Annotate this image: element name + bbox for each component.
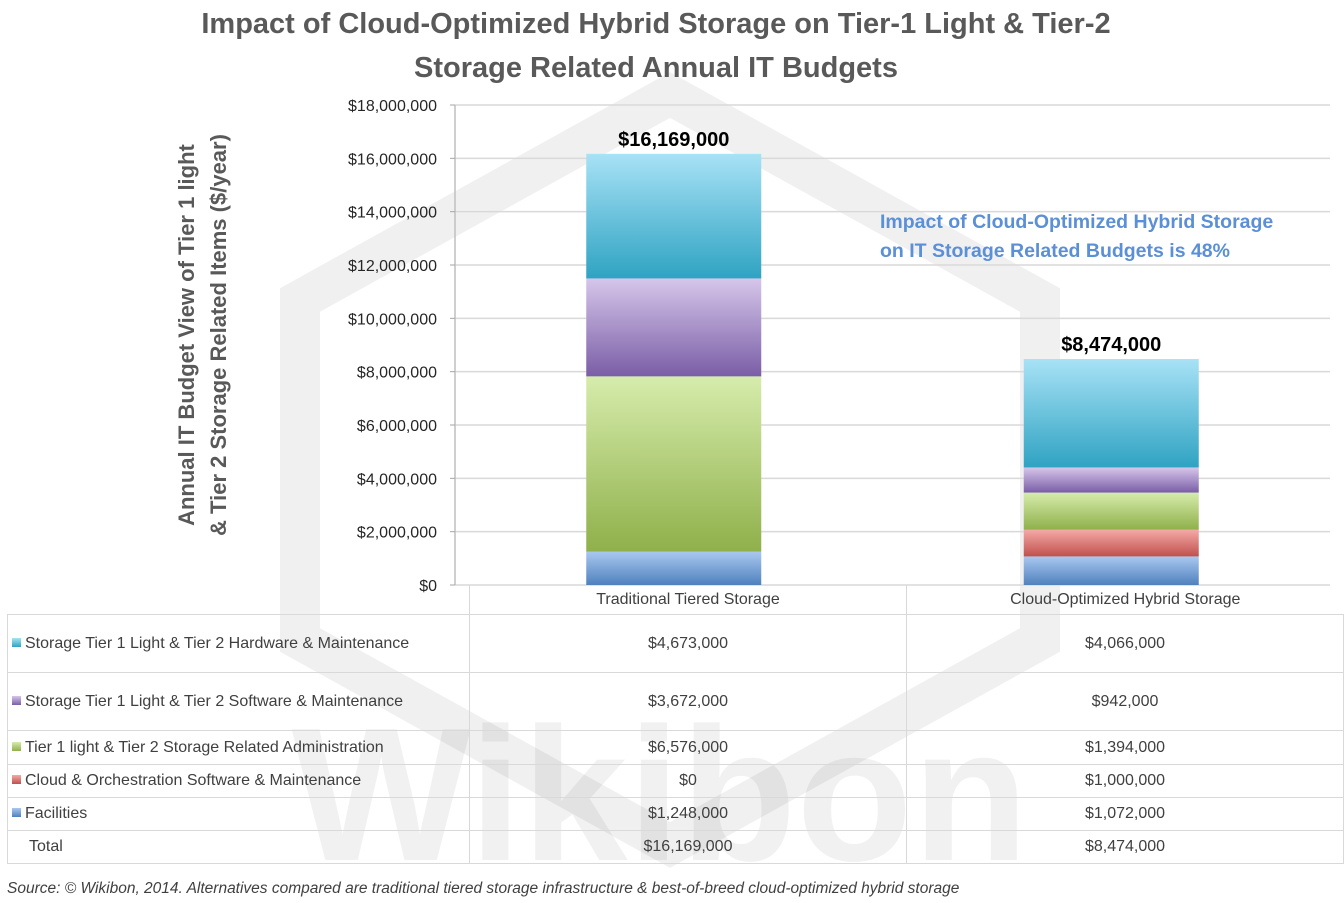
bar-segment <box>1023 556 1199 585</box>
y-tick-label: $16,000,000 <box>348 151 437 168</box>
total-data-label: $8,474,000 <box>1061 334 1161 356</box>
y-tick-label: $0 <box>419 578 437 595</box>
y-tick-label: $14,000,000 <box>348 205 437 222</box>
value-cell: $942,000 <box>906 672 1344 731</box>
value-cell: $1,072,000 <box>906 797 1344 831</box>
series-legend-cell: Storage Tier 1 Light & Tier 2 Software &… <box>7 672 470 731</box>
data-table: Traditional Tiered Storage Cloud-Optimize… <box>7 585 1344 864</box>
total-data-label: $16,169,000 <box>618 129 729 151</box>
value-cell: $0 <box>469 764 907 798</box>
series-legend-cell: Facilities <box>7 797 470 831</box>
blank-cell <box>8 585 470 615</box>
legend-key <box>12 637 21 647</box>
bar-segment <box>1023 467 1199 493</box>
bar-segment <box>586 376 762 552</box>
y-tick-label: $2,000,000 <box>357 525 437 542</box>
value-cell: $6,576,000 <box>469 730 907 765</box>
y-tick-label: $6,000,000 <box>357 418 437 435</box>
chart-title: Impact of Cloud-Optimized Hybrid Storage… <box>0 2 1312 90</box>
total-row: Total $16,169,000 $8,474,000 <box>7 830 1344 864</box>
table-row: Storage Tier 1 Light & Tier 2 Hardware &… <box>7 614 1344 673</box>
value-cell: $4,673,000 <box>469 614 907 673</box>
y-tick-label: $12,000,000 <box>348 258 437 275</box>
bar-segment <box>1023 359 1199 468</box>
legend-key <box>12 741 21 751</box>
source-note: Source: © Wikibon, 2014. Alternatives co… <box>7 880 960 897</box>
bar-segment <box>586 551 762 585</box>
category-label: Traditional Tiered Storage <box>469 585 907 615</box>
series-legend-cell: Cloud & Orchestration Software & Mainten… <box>7 764 470 798</box>
chart-title-line: Storage Related Annual IT Budgets <box>414 52 898 84</box>
y-tick-label: $10,000,000 <box>348 311 437 328</box>
value-cell: $1,000,000 <box>906 764 1344 798</box>
bar-segment <box>586 278 762 377</box>
table-row: Facilities $1,248,000 $1,072,000 <box>7 797 1344 831</box>
y-tick-label: $8,000,000 <box>357 365 437 382</box>
category-label: Cloud-Optimized Hybrid Storage <box>906 585 1344 615</box>
series-name: Cloud & Orchestration Software & Mainten… <box>25 772 362 789</box>
chart-title-line: Impact of Cloud-Optimized Hybrid Storage… <box>201 8 1111 40</box>
series-name: Facilities <box>25 805 88 822</box>
y-tick-label: $18,000,000 <box>348 98 437 115</box>
bar-segment <box>1023 529 1199 557</box>
annotation-line: on IT Storage Related Budgets is 48% <box>880 240 1230 262</box>
y-axis-title: Annual IT Budget View of Tier 1 light & T… <box>174 134 231 536</box>
table-row: Cloud & Orchestration Software & Mainten… <box>7 764 1344 798</box>
legend-key <box>12 808 21 817</box>
total-value-cell: $8,474,000 <box>906 830 1344 864</box>
series-legend-cell: Tier 1 light & Tier 2 Storage Related Ad… <box>7 730 470 765</box>
series-name: Storage Tier 1 Light & Tier 2 Software &… <box>25 692 403 710</box>
table-row: Tier 1 light & Tier 2 Storage Related Ad… <box>7 730 1344 765</box>
table-row: Storage Tier 1 Light & Tier 2 Software &… <box>7 672 1344 731</box>
legend-key <box>12 695 21 705</box>
value-cell: $3,672,000 <box>469 672 907 731</box>
series-legend-cell: Storage Tier 1 Light & Tier 2 Hardware &… <box>7 614 470 673</box>
annotation-line: Impact of Cloud-Optimized Hybrid Storage <box>880 211 1273 233</box>
y-axis-title-line: Annual IT Budget View of Tier 1 light <box>174 143 199 525</box>
total-label: Total <box>7 830 470 864</box>
series-name: Storage Tier 1 Light & Tier 2 Hardware &… <box>25 634 410 652</box>
category-axis-row: Traditional Tiered Storage Cloud-Optimize… <box>8 585 1344 615</box>
legend-key <box>12 775 21 784</box>
value-cell: $1,394,000 <box>906 730 1344 765</box>
bar-segment <box>586 153 762 279</box>
y-axis-title-line: & Tier 2 Storage Related Items ($/year) <box>206 134 231 536</box>
value-cell: $1,248,000 <box>469 797 907 831</box>
bar-segment <box>1023 492 1199 530</box>
y-tick-label: $4,000,000 <box>357 471 437 488</box>
total-value-cell: $16,169,000 <box>469 830 907 864</box>
series-name: Tier 1 light & Tier 2 Storage Related Ad… <box>25 738 384 756</box>
value-cell: $4,066,000 <box>906 614 1344 673</box>
